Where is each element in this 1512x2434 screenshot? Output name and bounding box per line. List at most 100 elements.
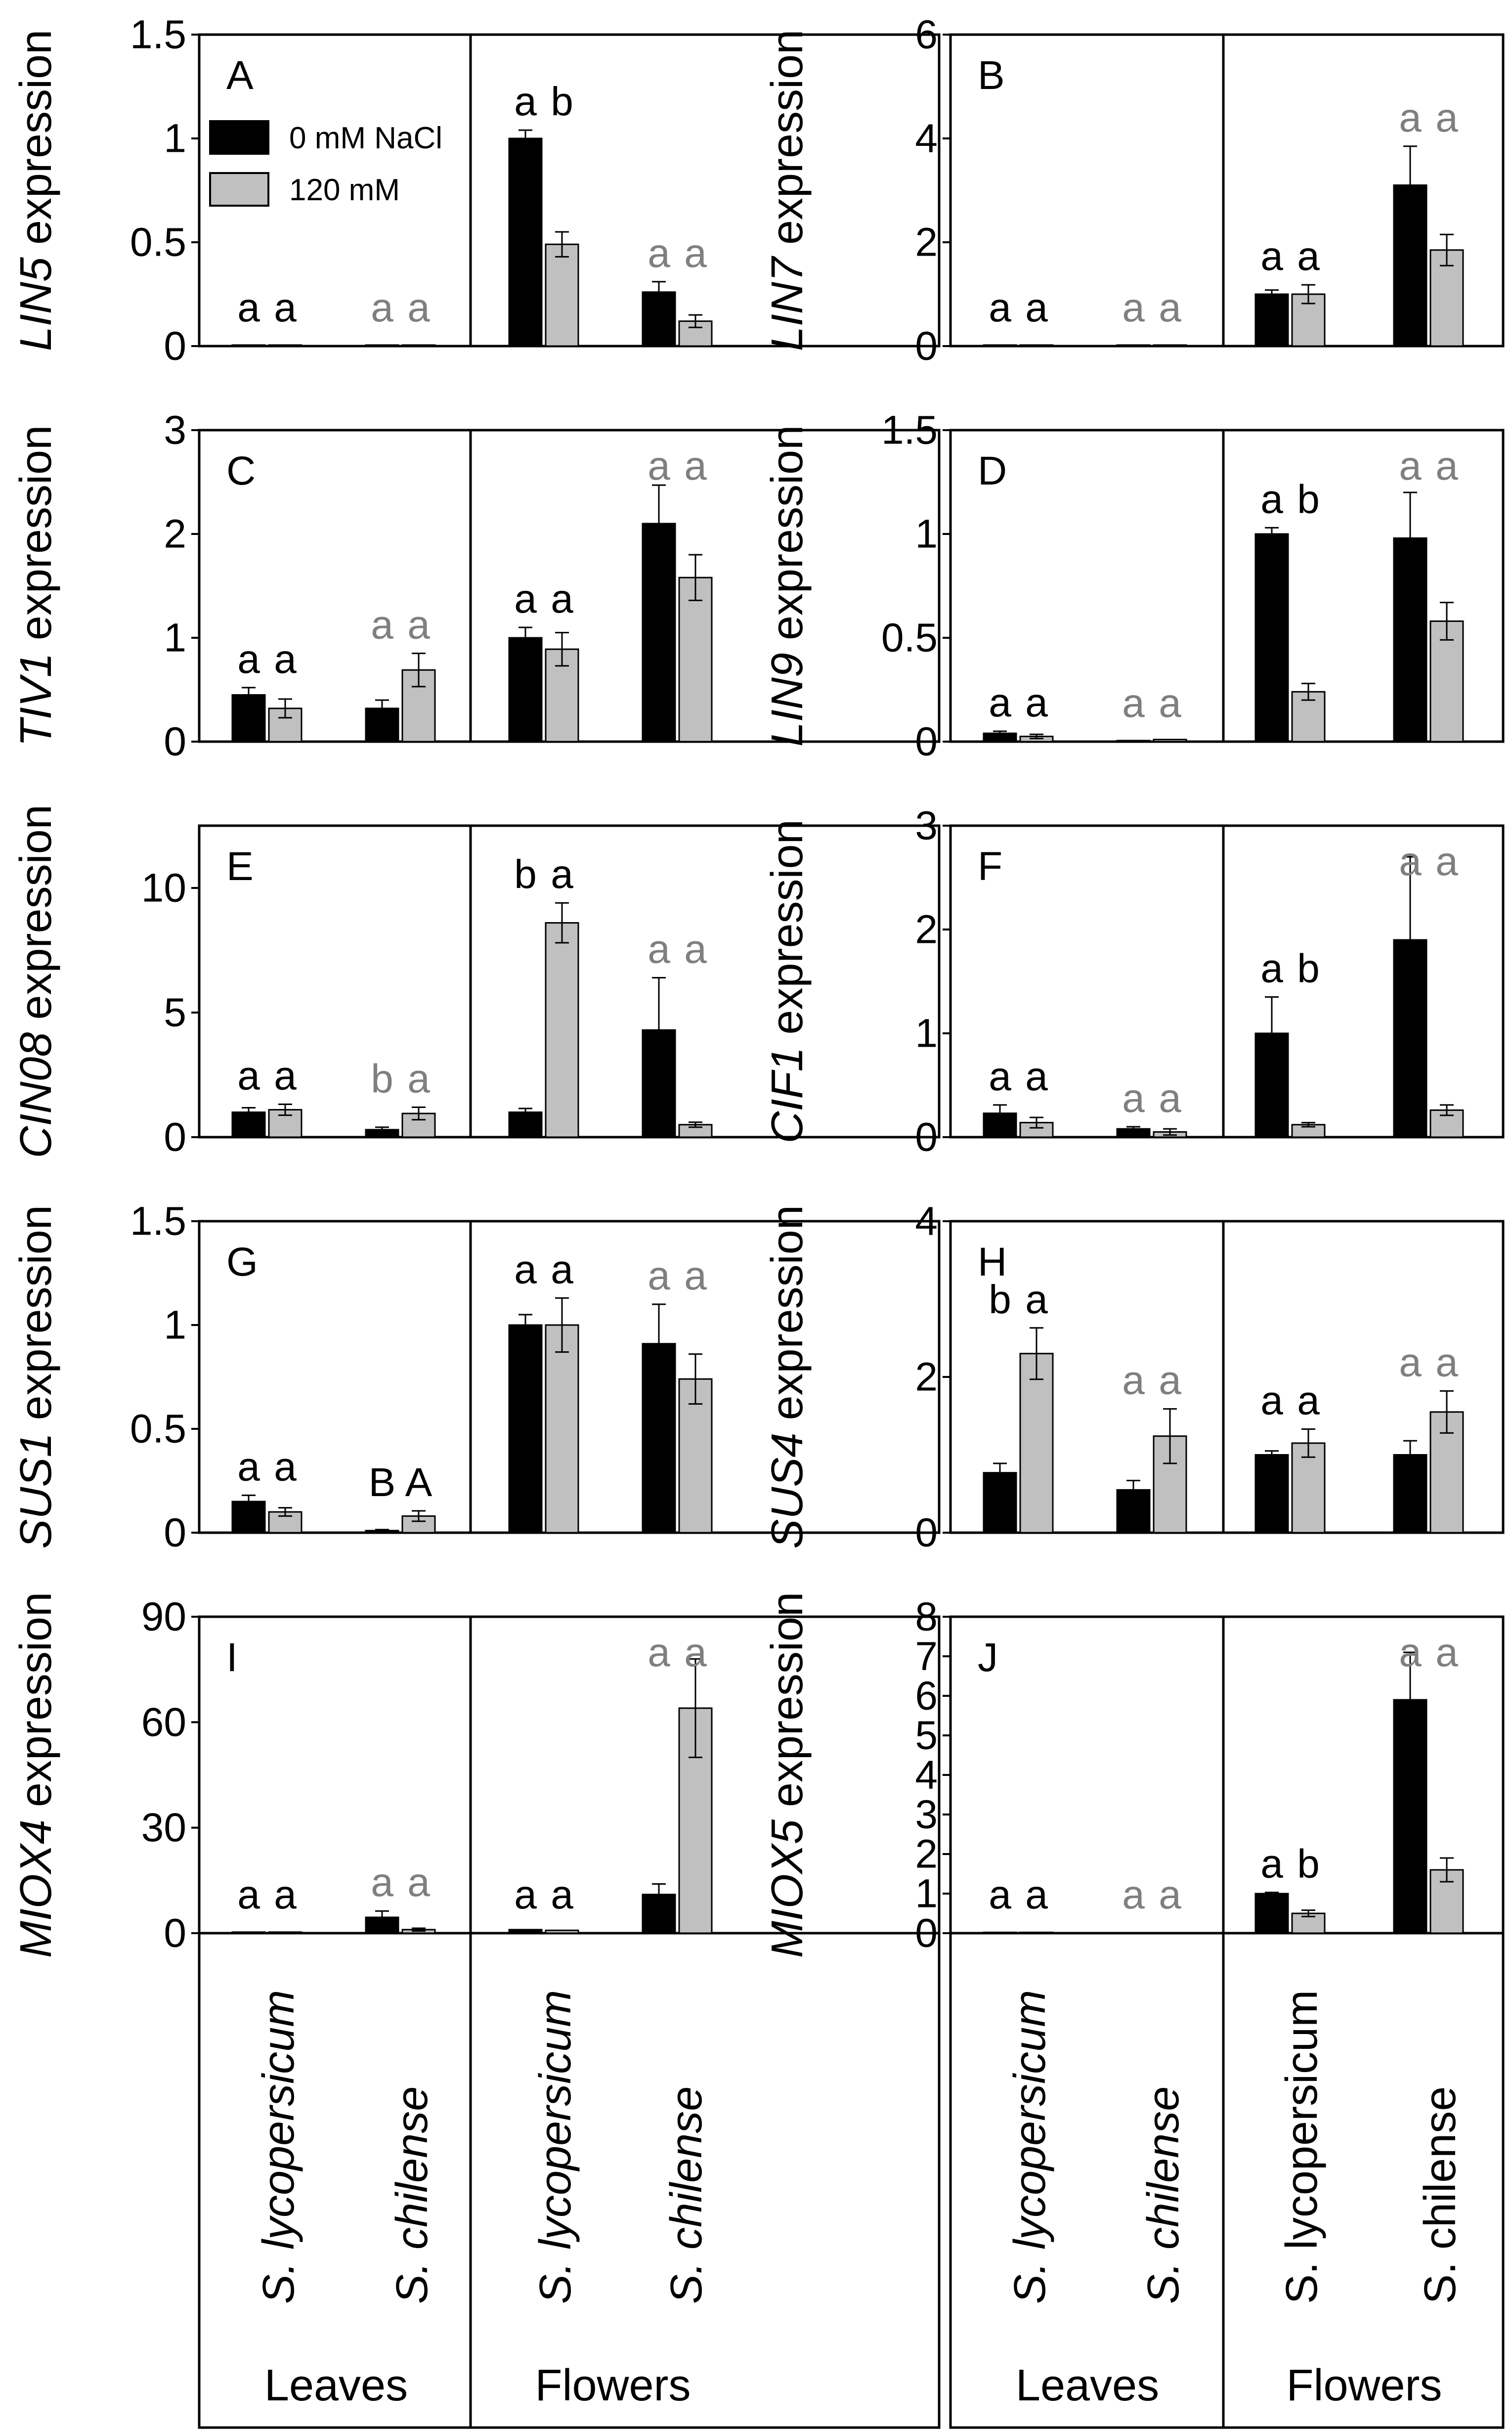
panel-h-label: H [978,1239,1007,1284]
panel-j-ytick-label: 3 [915,1792,938,1837]
panel-d-ylabel-gene: LIN9 [763,653,812,747]
panel-j-ytick-label: 8 [915,1594,938,1639]
panel-f-label: F [978,844,1002,889]
panel-b-ytick-label: 4 [915,116,938,161]
panel-i-ytick-label: 60 [141,1700,186,1745]
panel-h-sig-letter: a [1260,1378,1283,1423]
panel-d-sig-letter: a [1399,443,1422,488]
panel-i-ylabel-gene: MIOX4 [11,1819,61,1958]
panel-h-sig-letter: b [989,1277,1011,1322]
panel-j-sig-letter: a [1159,1872,1181,1917]
panel-e-ytick-label: 5 [164,990,186,1035]
panel-j-sig-letter: a [1122,1872,1145,1917]
panel-c-ytick-label: 1 [164,616,186,661]
panel-d-bar-salt [1153,739,1187,743]
panel-e-ylabel-gene: CIN08 [11,1032,61,1158]
panel-a-sig-letter: a [237,285,260,330]
panel-j-ytick-label: 7 [915,1634,938,1679]
panel-c-ytick-label: 2 [164,512,186,557]
panel-h-ylabel: SUS4 expression [763,1205,812,1549]
panel-d-bar-ctrl [1116,740,1151,743]
right-species-label-2: S. chilense [1139,2086,1188,2304]
panel-j-ytick-label: 5 [915,1713,938,1758]
panel-e-sig-letter: a [274,1053,297,1098]
panel-d-frame [949,429,1505,743]
panel-g-sig-letter: a [514,1247,537,1292]
left-species-label-2: S. chilense [388,2086,437,2304]
panel-d-ytick-label: 1 [915,512,938,557]
panel-d-sig-letter: a [1025,680,1048,725]
panel-i-bar-ctrl [508,1929,543,1934]
panel-f-ylabel-suffix: expression [763,819,812,1047]
panel-e-ytick-label: 10 [141,866,186,911]
panel-e-sig-letter: a [648,927,670,972]
right-category-box: S. lycopersicum S. chilense S. lycopersi… [949,1932,1505,2429]
panel-j-bar-salt [1429,1869,1464,1934]
legend-label-ctrl: 0 mM NaCl [289,121,442,155]
left-tissue-label-flowers: Flowers [535,2361,691,2410]
panel-a-bar-ctrl [508,137,543,347]
panel-i-sig-letter: a [648,1630,670,1675]
panel-c-ytick-label: 0 [164,719,186,764]
panel-b-sig-letter: a [1159,285,1181,330]
panel-j-ylabel: MIOX5 expression [763,1592,812,1958]
panel-b-sig-letter: a [1435,95,1458,140]
panel-d-sig-letter: a [1159,681,1181,726]
left-tissue-label-leaves: Leaves [264,2361,408,2410]
panel-c-sig-letter: a [551,576,573,621]
panel-d-ytick-label: 1.5 [881,408,938,453]
panel-a-sig-letter: a [514,79,537,124]
panel-a-sig-letter: a [684,231,707,276]
panel-h-sig-letter: a [1399,1340,1422,1385]
panel-e-label: E [226,844,254,889]
panel-i-ylabel-suffix: expression [11,1592,61,1819]
panel-g-ylabel-gene: SUS1 [11,1433,61,1549]
panel-i-sig-letter: a [274,1872,297,1917]
panel-d-ylabel-suffix: expression [763,425,812,653]
panel-b-bar-salt [1153,344,1187,347]
panel-g-bar-salt [545,1324,579,1534]
panel-g-sig-letter: a [237,1444,260,1489]
panel-b-frame [949,33,1505,348]
panel-e-sig-letter: b [514,852,537,897]
panel-g-sig-letter: B [369,1460,396,1505]
panel-d-bar-salt [1429,620,1464,743]
panel-j-sig-letter: a [1260,1842,1283,1887]
panel-f-ytick-label: 0 [915,1115,938,1160]
panel-j-sig-letter: a [1399,1630,1422,1675]
panel-i-sig-letter: a [684,1630,707,1675]
panel-g-sig-letter: a [648,1253,670,1298]
panel-h-ytick-label: 4 [915,1199,938,1244]
panel-a-ylabel: LIN5 expression [11,30,61,351]
panel-a-ytick-label: 0.5 [130,220,186,265]
panel-f-sig-letter: a [1399,839,1422,884]
panel-f-sig-letter: a [1159,1076,1181,1121]
panel-e-sig-letter: a [551,852,573,897]
panel-g-ytick-label: 1.5 [130,1199,186,1244]
panel-c-sig-letter: a [274,637,297,682]
legend-label-salt: 120 mM [289,173,400,207]
panel-i-ytick-label: 0 [164,1911,186,1956]
panel-a-bar-ctrl [365,344,399,347]
panel-e-ylabel-suffix: expression [11,804,61,1032]
panel-c-bar-ctrl [642,523,676,743]
panel-h-ytick-label: 0 [915,1510,938,1555]
panel-g-ylabel-suffix: expression [11,1205,61,1432]
panel-j-ytick-label: 6 [915,1674,938,1719]
panel-b-ylabel-gene: LIN7 [763,256,812,351]
panel-h-ylabel-suffix: expression [763,1205,812,1432]
panel-c-ylabel-gene: TIV1 [11,653,61,747]
panel-b-sig-letter: a [1297,234,1320,279]
panel-e-sig-letter: b [371,1057,393,1102]
panel-a-bar-ctrl [231,344,266,347]
panel-e-sig-letter: a [684,927,707,972]
panel-f-sig-letter: a [1260,946,1283,991]
panel-f-ytick-label: 3 [915,803,938,848]
panel-j-sig-letter: a [989,1872,1011,1917]
panel-i-sig-letter: a [371,1860,393,1905]
